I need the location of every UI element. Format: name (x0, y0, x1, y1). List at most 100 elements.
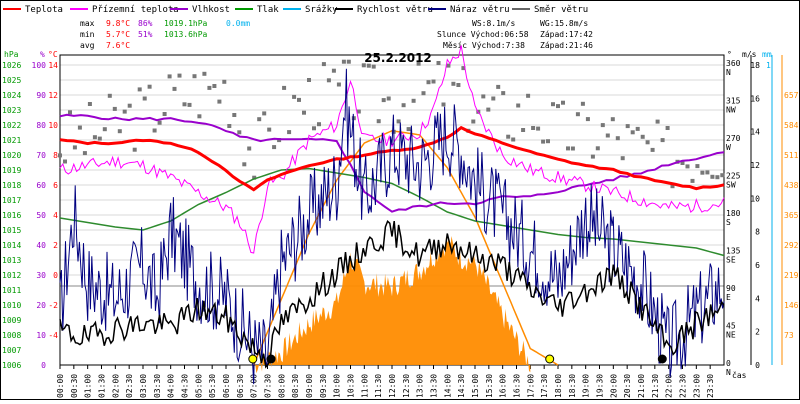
wind-direction-point (700, 170, 705, 175)
stat-temp-min: 5.7°C (106, 30, 130, 39)
wind-direction-point (625, 124, 630, 129)
wind-direction-point (401, 103, 406, 108)
x-tick-label: 13:00 (416, 374, 425, 398)
x-tick-label: 15:00 (471, 374, 480, 398)
wind-direction-point (112, 106, 117, 111)
x-tick-label: 06:30 (236, 374, 245, 398)
wind-direction-point (685, 164, 690, 169)
x-tick-label: 03:30 (153, 374, 162, 398)
tick-hpa: 1008 (2, 331, 21, 340)
tick-ms: 18 (750, 61, 760, 70)
tick-solar: 657 (784, 91, 799, 100)
x-tick-label: 11:30 (374, 374, 383, 398)
wind-direction-point (705, 170, 710, 175)
wind-direction-point (640, 134, 645, 139)
info-sunset: Západ:17:42 (540, 30, 593, 39)
x-tick-label: 22:30 (679, 374, 688, 398)
stat-hum-max: 86% (138, 19, 153, 28)
info-sunrise: Slunce Východ:06:58 (437, 30, 529, 39)
tick-deg: 360 (726, 59, 741, 68)
wind-direction-point (341, 59, 346, 64)
tick-c: -2 (48, 301, 58, 310)
wind-direction-point (551, 102, 555, 107)
x-tick-label: 10:30 (347, 374, 356, 398)
wind-direction-point (312, 126, 316, 131)
wind-direction-point (695, 164, 700, 169)
wind-direction-point (172, 86, 177, 91)
wind-direction-point (212, 84, 217, 88)
x-tick-label: 19:00 (582, 374, 591, 398)
wind-direction-point (157, 120, 162, 125)
x-tick-label: 02:00 (111, 374, 120, 398)
wind-direction-point (590, 154, 595, 159)
wind-direction-point (302, 110, 306, 115)
tick-deg-dir: NE (726, 331, 736, 340)
wind-direction-point (207, 85, 212, 90)
tick-c: 14 (48, 61, 58, 70)
tick-ms: 4 (755, 294, 760, 303)
wind-direction-point (491, 96, 496, 101)
tick-deg: 270 (726, 134, 741, 143)
tick-hpa: 1014 (2, 241, 21, 250)
tick-c: 4 (53, 211, 58, 220)
tick-solar: 365 (784, 211, 799, 220)
tick-hpa: 1024 (2, 91, 21, 100)
tick-c: 12 (48, 91, 58, 100)
wind-direction-point (541, 139, 546, 144)
wind-direction-point (556, 104, 560, 109)
tick-c: 6 (53, 181, 58, 190)
series-humidity (59, 113, 725, 213)
wind-direction-point (570, 146, 575, 151)
wind-direction-point (620, 156, 625, 161)
wind-direction-point (531, 126, 536, 130)
tick-hpa: 1013 (2, 256, 21, 265)
tick-c: 2 (53, 241, 58, 250)
x-tick-label: 14:00 (443, 374, 452, 398)
axis-title-c: °C (48, 50, 58, 59)
tick-deg-dir: SE (726, 256, 736, 265)
x-tick-label: 16:00 (499, 374, 508, 398)
tick-deg-dir: E (726, 293, 731, 302)
wind-direction-point (376, 119, 381, 124)
wind-direction-point (536, 126, 541, 131)
wind-direction-point (506, 134, 511, 139)
wind-direction-point (411, 98, 416, 103)
wind-direction-point (715, 175, 720, 180)
series-solar-radiation (253, 236, 531, 374)
wind-direction-point (650, 147, 655, 152)
wind-direction-point (421, 91, 426, 96)
wind-direction-point (496, 84, 501, 89)
wind-direction-point (262, 111, 267, 116)
wind-direction-point (366, 63, 371, 68)
x-tick-label: 11:00 (360, 374, 369, 398)
x-tick-label: 01:30 (98, 374, 107, 398)
wind-direction-point (232, 113, 237, 117)
tick-solar: 438 (784, 181, 799, 190)
wind-direction-point (222, 79, 227, 84)
wind-direction-point (87, 102, 92, 106)
wind-direction-point (456, 83, 461, 87)
wind-direction-point (486, 107, 491, 112)
info-block: WS:8.1m/s WG:15.8m/s Slunce Východ:06:58… (437, 19, 593, 50)
tick-solar: 73 (784, 331, 794, 340)
tick-deg-dir: W (726, 143, 731, 152)
wind-direction-point (680, 161, 685, 165)
tick-pct: 20 (36, 301, 46, 310)
tick-deg-dir: SW (726, 181, 736, 190)
tick-c: 0 (53, 271, 58, 280)
wind-direction-point (630, 130, 635, 135)
axis-title-mm: mm (762, 50, 772, 59)
tick-hpa: 1012 (2, 271, 21, 280)
wind-direction-point (426, 80, 431, 85)
wind-direction-point (521, 128, 526, 132)
x-tick-label: 20:30 (623, 374, 632, 398)
wind-direction-point (431, 79, 436, 84)
wind-direction-point (436, 61, 441, 65)
tick-pct: 60 (36, 181, 46, 190)
wind-direction-point (127, 103, 132, 108)
wind-direction-point (441, 102, 446, 107)
x-tick-label: 12:30 (402, 374, 411, 398)
x-tick-label: 23:30 (706, 374, 715, 398)
tick-pct: 10 (36, 331, 46, 340)
